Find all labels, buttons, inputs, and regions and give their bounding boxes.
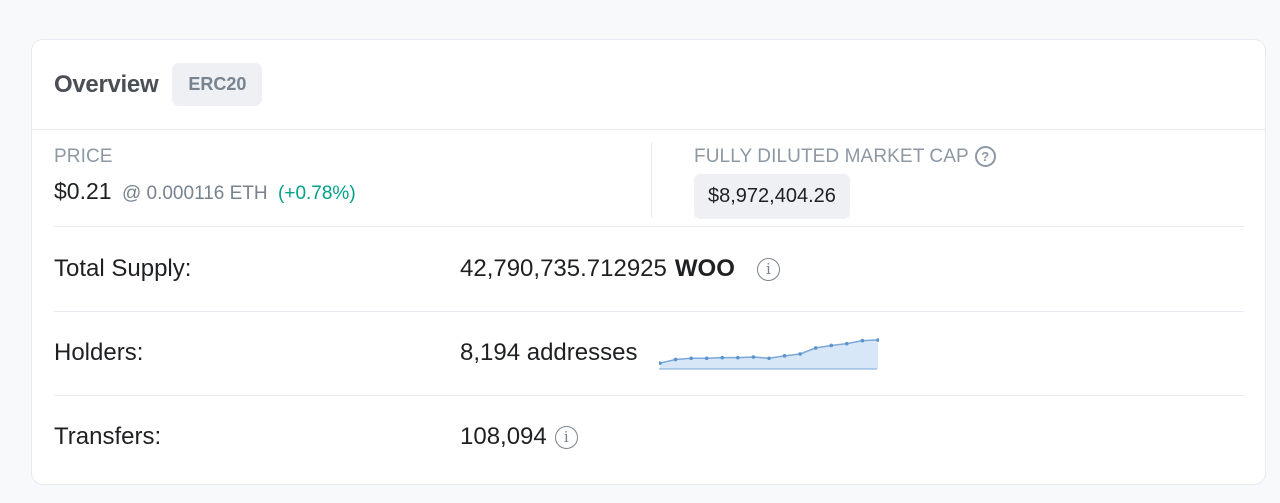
sparkline-point [798,352,803,356]
sparkline-point [814,346,818,350]
price-label: PRICE [54,146,113,167]
total-supply-value: 42,790,735.712925 [460,255,667,282]
sparkline-point [752,355,756,359]
info-icon[interactable]: i [756,257,780,281]
holders-value-group: 8,194 addresses [460,335,880,371]
transfers-row: Transfers: 108,094 i [54,395,1244,479]
transfers-label: Transfers: [54,423,162,450]
sparkline-point [783,354,787,358]
sparkline-point [861,338,865,343]
sparkline-point [829,343,834,348]
overview-card: Overview ERC20 PRICE $0.21 @ 0.000116 ET… [31,39,1266,485]
price-change: (+0.78%) [278,183,356,204]
help-icon[interactable]: ? [974,146,996,167]
price-eth: @ 0.000116 ETH [121,183,268,204]
sparkline-point [674,357,678,362]
total-supply-label: Total Supply: [54,255,192,282]
total-supply-value-group: 42,790,735.712925 WOO i [460,255,780,283]
sparkline-point [720,355,725,360]
sparkline-point [659,361,663,365]
market-cap-label: FULLY DILUTED MARKET CAP? [694,146,996,168]
overview-title: Overview [54,70,159,98]
info-icon[interactable]: i [554,425,578,449]
holders-value[interactable]: 8,194 addresses [460,339,638,366]
price-line: $0.21 @ 0.000116 ETH (+0.78%) [54,178,650,205]
price-value: $0.21 [54,178,112,204]
holders-row: Holders: 8,194 addresses [54,311,1244,396]
market-cap-label-text: FULLY DILUTED MARKET CAP [694,146,969,167]
sparkline-point [845,341,850,346]
total-supply-row: Total Supply: 42,790,735.712925 WOO i [54,227,1244,312]
price-section: PRICE $0.21 @ 0.000116 ETH (+0.78%) FULL… [54,130,1244,227]
sparkline-point [876,338,880,342]
market-cap-column: FULLY DILUTED MARKET CAP? $8,972,404.26 [694,130,996,219]
market-cap-value: $8,972,404.26 [694,174,850,219]
column-divider [651,142,652,218]
token-symbol: WOO [674,255,735,282]
sparkline-point [689,356,694,361]
token-standard-badge: ERC20 [172,63,263,106]
sparkline-point [705,356,709,361]
card-header: Overview ERC20 [32,40,1265,130]
transfers-value: 108,094 [460,423,547,450]
sparkline-point [736,355,741,360]
transfers-value-group: 108,094 i [460,423,578,451]
sparkline-point [767,356,772,361]
holders-sparkline [659,338,880,370]
price-column: PRICE $0.21 @ 0.000116 ETH (+0.78%) [54,130,650,226]
holders-label: Holders: [54,339,144,366]
